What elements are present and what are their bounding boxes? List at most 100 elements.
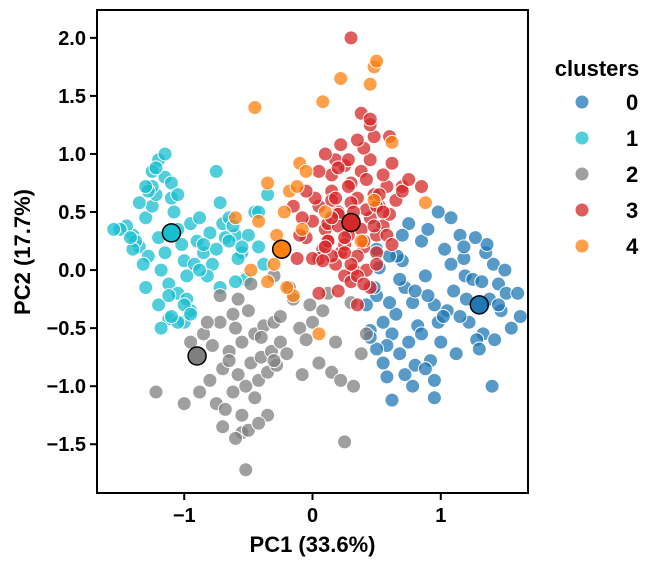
scatter-point-cluster-3 [315, 253, 331, 269]
scatter-point-cluster-2 [279, 346, 295, 362]
scatter-point-cluster-0 [433, 334, 449, 350]
scatter-point-cluster-2 [253, 329, 269, 345]
scatter-point-cluster-0 [446, 283, 462, 299]
legend-marker-2 [574, 166, 590, 182]
scatter-point-cluster-0 [510, 285, 526, 301]
scatter-point-cluster-2 [272, 309, 288, 324]
scatter-point-cluster-1 [153, 262, 169, 278]
scatter-point-cluster-3 [289, 251, 305, 266]
scatter-point-cluster-3 [328, 190, 344, 206]
scatter-point-cluster-1 [166, 204, 182, 220]
scatter-point-cluster-2 [305, 314, 320, 330]
scatter-point-cluster-2 [234, 334, 250, 350]
scatter-point-cluster-2 [204, 338, 220, 353]
scatter-point-cluster-3 [384, 237, 400, 252]
scatter-point-cluster-1 [161, 288, 177, 304]
centroid-cluster-4 [271, 239, 292, 259]
scatter-point-cluster-3 [330, 283, 346, 299]
scatter-point-cluster-0 [437, 241, 453, 257]
x-tick-label: 1 [435, 505, 446, 527]
scatter-point-cluster-0 [397, 367, 413, 383]
scatter-point-cluster-1 [228, 274, 243, 290]
scatter-point-cluster-3 [340, 152, 356, 168]
scatter-point-cluster-1 [135, 256, 151, 272]
scatter-point-cluster-0 [484, 378, 500, 394]
scatter-point-cluster-3 [401, 172, 417, 187]
scatter-point-cluster-4 [276, 204, 292, 220]
scatter-point-cluster-1 [148, 160, 164, 176]
scatter-point-cluster-0 [375, 355, 391, 371]
points-layer [106, 30, 528, 478]
scatter-point-cluster-2 [353, 346, 369, 362]
y-tick-label: 2.0 [58, 28, 86, 50]
scatter-point-cluster-1 [138, 280, 154, 295]
legend-marker-3 [574, 202, 590, 218]
centroid-layer [161, 212, 490, 366]
scatter-point-cluster-1 [138, 179, 154, 194]
scatter-point-cluster-2 [337, 434, 353, 450]
scatter-point-cluster-4 [260, 175, 276, 191]
centroid-cluster-1 [161, 223, 182, 243]
scatter-point-cluster-4 [366, 192, 382, 208]
scatter-point-cluster-0 [448, 346, 464, 362]
y-tick-label: 1.5 [58, 86, 86, 108]
scatter-point-cluster-2 [202, 372, 218, 388]
scatter-point-cluster-2 [247, 390, 263, 406]
scatter-point-cluster-0 [426, 390, 442, 406]
scatter-point-cluster-4 [279, 280, 295, 295]
scatter-point-cluster-0 [407, 283, 423, 299]
scatter-point-cluster-1 [251, 239, 267, 255]
scatter-point-cluster-4 [247, 100, 263, 115]
scatter-point-cluster-3 [340, 179, 356, 194]
scatter-point-cluster-0 [382, 295, 397, 311]
scatter-point-cluster-0 [479, 237, 495, 252]
scatter-point-cluster-3 [349, 132, 365, 148]
scatter-point-cluster-2 [192, 384, 208, 400]
scatter-point-cluster-0 [369, 341, 385, 357]
scatter-point-cluster-0 [456, 239, 472, 255]
scatter-point-cluster-2 [292, 320, 308, 336]
legend-marker-4 [574, 238, 590, 254]
scatter-point-cluster-0 [443, 210, 459, 226]
centroid-cluster-2 [187, 346, 207, 366]
scatter-point-cluster-1 [151, 297, 167, 313]
scatter-point-cluster-3 [362, 111, 378, 127]
scatter-point-cluster-4 [298, 163, 314, 179]
scatter-point-cluster-3 [311, 163, 327, 179]
scatter-point-cluster-1 [179, 268, 195, 284]
legend-label-0: 0 [626, 90, 638, 115]
scatter-point-cluster-0 [487, 332, 503, 348]
scatter-point-cluster-0 [401, 334, 417, 350]
scatter-point-cluster-3 [366, 218, 382, 234]
x-axis-label: PC1 (33.6%) [250, 532, 376, 557]
scatter-point-cluster-0 [420, 288, 436, 304]
scatter-point-cluster-4 [228, 210, 243, 226]
scatter-point-cluster-3 [343, 256, 359, 272]
scatter-point-cluster-0 [435, 309, 451, 324]
scatter-point-cluster-4 [384, 134, 400, 150]
scatter-point-cluster-0 [443, 256, 459, 272]
legend-label-1: 1 [626, 126, 638, 151]
scatter-point-cluster-4 [362, 76, 378, 92]
scatter-point-cluster-2 [358, 326, 374, 342]
scatter-point-cluster-1 [183, 306, 199, 322]
scatter-point-cluster-3 [333, 137, 349, 153]
scatter-point-cluster-0 [392, 346, 408, 362]
scatter-point-cluster-2 [298, 332, 314, 348]
scatter-point-cluster-4 [251, 213, 267, 229]
scatter-point-cluster-4 [294, 221, 310, 237]
scatter-point-cluster-3 [414, 179, 429, 194]
scatter-point-cluster-0 [392, 271, 408, 287]
scatter-point-cluster-2 [315, 303, 331, 319]
scatter-point-cluster-2 [148, 384, 164, 400]
legend-label-4: 4 [626, 234, 639, 259]
scatter-point-cluster-1 [221, 233, 237, 249]
x-tick-label: −1 [173, 505, 196, 527]
scatter-point-cluster-0 [417, 361, 433, 377]
scatter-point-cluster-2 [238, 378, 254, 394]
scatter-point-cluster-3 [311, 285, 327, 301]
scatter-point-cluster-3 [343, 30, 359, 46]
scatter-point-cluster-0 [384, 392, 400, 408]
scatter-point-cluster-0 [375, 314, 391, 330]
